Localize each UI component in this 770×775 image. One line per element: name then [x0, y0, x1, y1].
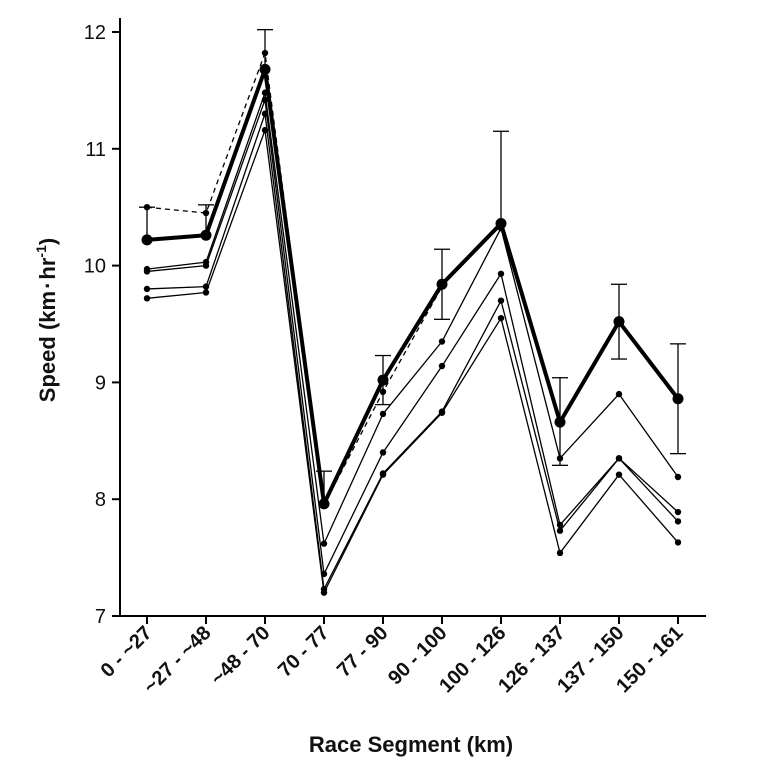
data-point — [379, 410, 387, 418]
data-point — [261, 49, 269, 57]
data-point — [141, 234, 153, 246]
data-point — [320, 570, 328, 578]
data-point — [202, 289, 210, 296]
series-line-thin — [146, 113, 679, 590]
data-point — [261, 126, 269, 134]
y-axis-title-main: Speed (km — [35, 291, 60, 402]
series-line-thin — [146, 92, 679, 545]
data-point — [261, 110, 269, 117]
series-line-thin — [146, 99, 679, 575]
data-point — [379, 471, 387, 478]
y-ticks: 7 8 9 10 11 12 — [84, 22, 120, 628]
data-point — [556, 455, 564, 462]
series-line-bold — [146, 67, 680, 506]
data-point — [202, 209, 210, 217]
y-axis-title-unit: hr — [35, 257, 60, 279]
x-axis-title: Race Segment (km) — [309, 732, 513, 757]
data-point — [438, 409, 446, 416]
x-ticks: 0 - ~27~27 - ~48~48 - 70 70 - 77 77 - 9090… — [97, 616, 688, 698]
data-point — [556, 521, 564, 529]
y-tick-label: 11 — [85, 139, 106, 161]
series-lines — [146, 52, 680, 594]
y-axis-title-superscript: -1 — [33, 245, 49, 258]
data-point — [615, 471, 623, 478]
data-point — [379, 449, 387, 456]
data-point — [320, 540, 328, 547]
data-point — [438, 362, 446, 370]
data-point — [554, 416, 566, 428]
data-point — [438, 338, 446, 345]
data-point — [143, 204, 151, 211]
data-point — [495, 218, 507, 230]
data-point — [497, 314, 505, 322]
data-point — [615, 390, 623, 398]
data-point — [202, 262, 210, 269]
data-point — [674, 473, 682, 481]
x-tick-label: 70 - 77 — [274, 622, 334, 682]
y-tick-label: 12 — [84, 22, 106, 44]
series-line-thin — [146, 129, 679, 594]
x-tick-label: 77 - 90 — [333, 622, 393, 682]
y-tick-label: 7 — [95, 606, 106, 628]
data-point — [556, 549, 564, 557]
data-point — [613, 316, 625, 328]
x-tick-label: 0 - ~27 — [97, 622, 157, 682]
data-point — [320, 589, 328, 596]
data-point — [200, 229, 212, 241]
data-point — [202, 283, 210, 290]
data-point — [143, 285, 151, 293]
series-line-dashed — [146, 52, 679, 506]
data-point — [674, 518, 682, 525]
error-bars — [139, 29, 686, 504]
data-point — [259, 63, 271, 75]
data-point — [672, 393, 684, 405]
data-point — [261, 96, 269, 103]
data-point — [377, 374, 389, 386]
data-point — [143, 268, 151, 275]
data-point — [556, 527, 564, 534]
x-tick-label: ~48 - 70 — [207, 622, 275, 690]
data-point — [318, 498, 330, 510]
y-axis-title-dot: · — [35, 282, 60, 289]
data-point — [615, 455, 623, 462]
y-tick-label: 8 — [95, 489, 106, 511]
data-point — [261, 89, 269, 96]
y-axis-title-close: ) — [35, 238, 60, 245]
y-axis-title: Speed (km · hr-1) — [33, 238, 60, 402]
data-point — [674, 508, 682, 516]
data-point — [143, 295, 151, 302]
y-tick-label: 9 — [95, 372, 106, 394]
data-point — [379, 388, 387, 395]
data-point — [497, 270, 505, 277]
data-point — [497, 297, 505, 304]
data-point — [674, 539, 682, 546]
y-tick-label: 10 — [84, 256, 106, 278]
data-point — [436, 278, 448, 290]
series-points — [141, 49, 684, 596]
